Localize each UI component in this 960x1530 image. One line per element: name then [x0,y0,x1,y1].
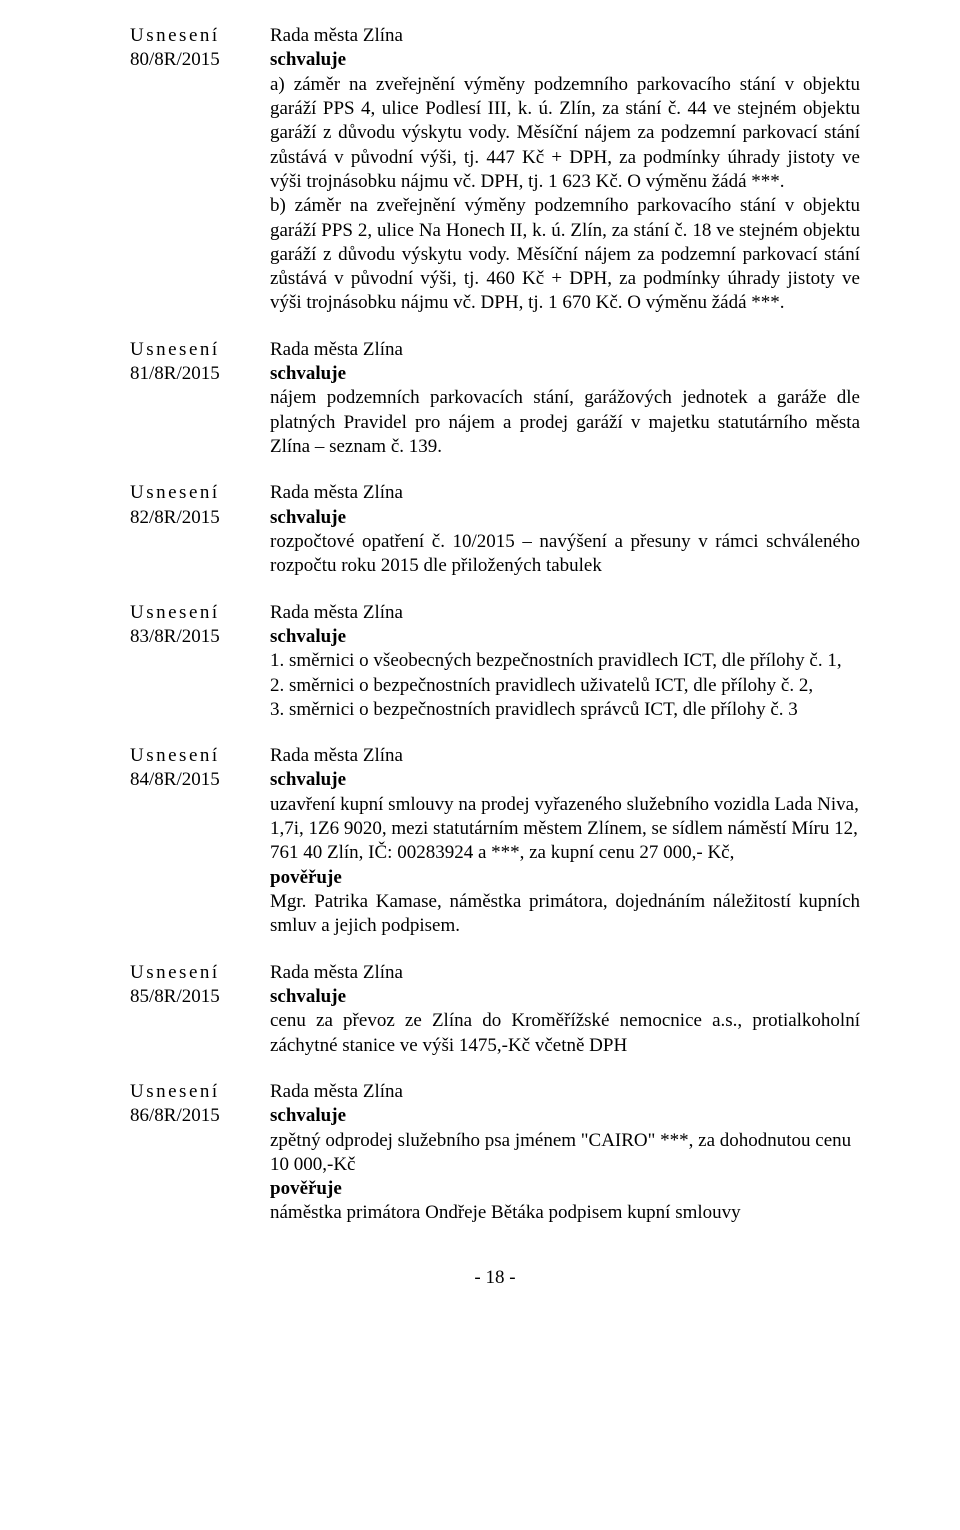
resolution-number: 85/8R/2015 [130,985,270,1009]
poveruje-label: pověřuje [270,1177,860,1201]
resolution-81: Usnesení 81/8R/2015 Rada města Zlína sch… [130,338,860,460]
usneseni-label: Usnesení [130,601,270,625]
resolution-86: Usnesení 86/8R/2015 Rada města Zlína sch… [130,1080,860,1226]
usneseni-label: Usnesení [130,744,270,768]
schvaluje-label: schvaluje [270,506,860,530]
resolution-body-2: náměstka primátora Ondřeje Bětáka podpis… [270,1201,860,1225]
resolution-line-2: 2. směrnici o bezpečnostních pravidlech … [270,674,860,698]
rada-heading: Rada města Zlína [270,961,860,985]
resolution-number: 81/8R/2015 [130,362,270,386]
resolution-left: Usnesení 85/8R/2015 [130,961,270,1058]
resolution-left: Usnesení 81/8R/2015 [130,338,270,460]
resolution-right: Rada města Zlína schvaluje rozpočtové op… [270,481,860,578]
page-number: - 18 - [130,1266,860,1290]
resolution-right: Rada města Zlína schvaluje nájem podzemn… [270,338,860,460]
resolution-right: Rada města Zlína schvaluje zpětný odprod… [270,1080,860,1226]
schvaluje-label: schvaluje [270,625,860,649]
resolution-body-a: a) záměr na zveřejnění výměny podzemního… [270,73,860,195]
resolution-left: Usnesení 80/8R/2015 [130,24,270,316]
rada-heading: Rada města Zlína [270,338,860,362]
resolution-left: Usnesení 84/8R/2015 [130,744,270,939]
resolution-body: uzavření kupní smlouvy na prodej vyřazen… [270,793,860,866]
poveruje-label: pověřuje [270,866,860,890]
schvaluje-label: schvaluje [270,1104,860,1128]
schvaluje-label: schvaluje [270,48,860,72]
usneseni-label: Usnesení [130,1080,270,1104]
schvaluje-label: schvaluje [270,362,860,386]
rada-heading: Rada města Zlína [270,601,860,625]
resolution-number: 84/8R/2015 [130,768,270,792]
resolution-line-3: 3. směrnici o bezpečnostních pravidlech … [270,698,860,722]
resolution-80: Usnesení 80/8R/2015 Rada města Zlína sch… [130,24,860,316]
resolution-body: nájem podzemních parkovacích stání, gará… [270,386,860,459]
resolution-left: Usnesení 82/8R/2015 [130,481,270,578]
usneseni-label: Usnesení [130,481,270,505]
schvaluje-label: schvaluje [270,768,860,792]
rada-heading: Rada města Zlína [270,1080,860,1104]
resolution-line-1: 1. směrnici o všeobecných bezpečnostních… [270,649,860,673]
rada-heading: Rada města Zlína [270,744,860,768]
resolution-right: Rada města Zlína schvaluje cenu za převo… [270,961,860,1058]
usneseni-label: Usnesení [130,338,270,362]
schvaluje-label: schvaluje [270,985,860,1009]
resolution-84: Usnesení 84/8R/2015 Rada města Zlína sch… [130,744,860,939]
resolution-number: 82/8R/2015 [130,506,270,530]
resolution-body: rozpočtové opatření č. 10/2015 – navýšen… [270,530,860,579]
resolution-body: zpětný odprodej služebního psa jménem "C… [270,1129,860,1178]
resolution-number: 83/8R/2015 [130,625,270,649]
resolution-82: Usnesení 82/8R/2015 Rada města Zlína sch… [130,481,860,578]
resolution-right: Rada města Zlína schvaluje a) záměr na z… [270,24,860,316]
rada-heading: Rada města Zlína [270,24,860,48]
resolution-right: Rada města Zlína schvaluje 1. směrnici o… [270,601,860,723]
resolution-right: Rada města Zlína schvaluje uzavření kupn… [270,744,860,939]
resolution-body: cenu za převoz ze Zlína do Kroměřížské n… [270,1009,860,1058]
resolution-left: Usnesení 86/8R/2015 [130,1080,270,1226]
usneseni-label: Usnesení [130,961,270,985]
resolution-85: Usnesení 85/8R/2015 Rada města Zlína sch… [130,961,860,1058]
resolution-83: Usnesení 83/8R/2015 Rada města Zlína sch… [130,601,860,723]
resolution-body-b: b) záměr na zveřejnění výměny podzemního… [270,194,860,316]
resolution-left: Usnesení 83/8R/2015 [130,601,270,723]
resolution-number: 86/8R/2015 [130,1104,270,1128]
resolution-body-2: Mgr. Patrika Kamase, náměstka primátora,… [270,890,860,939]
usneseni-label: Usnesení [130,24,270,48]
rada-heading: Rada města Zlína [270,481,860,505]
resolution-number: 80/8R/2015 [130,48,270,72]
